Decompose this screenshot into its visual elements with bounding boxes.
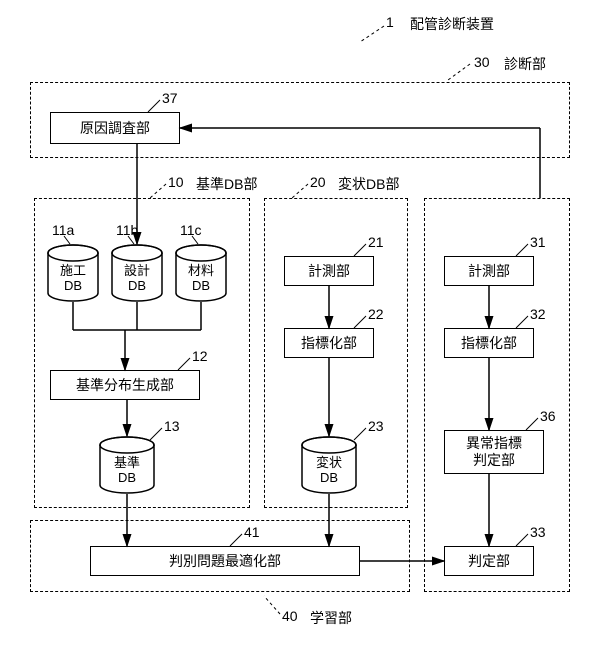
n12-num: 12 bbox=[192, 348, 208, 364]
node-cause-investigation: 原因調査部 bbox=[50, 112, 180, 144]
group40-text: 学習部 bbox=[310, 608, 352, 628]
group10-num: 10 bbox=[168, 174, 184, 190]
db11a-num: 11a bbox=[52, 222, 74, 238]
group20-text: 変状DB部 bbox=[338, 174, 399, 194]
db11c-num: 11c bbox=[180, 222, 202, 238]
group10-text: 基準DB部 bbox=[196, 174, 257, 194]
node-judge: 判定部 bbox=[444, 546, 534, 576]
node-discrim-opt: 判別問題最適化部 bbox=[90, 546, 360, 576]
group40-num: 40 bbox=[282, 608, 298, 624]
node-abnormal-index-judge: 異常指標 判定部 bbox=[444, 430, 544, 474]
n41-num: 41 bbox=[244, 524, 260, 540]
n33-num: 33 bbox=[530, 524, 546, 540]
node-ref-dist-gen: 基準分布生成部 bbox=[50, 370, 200, 400]
db-material: 材料 DB bbox=[174, 244, 228, 302]
n22-num: 22 bbox=[368, 306, 384, 322]
db-deformation: 変状 DB bbox=[300, 436, 358, 494]
n31-num: 31 bbox=[530, 234, 546, 250]
db-reference: 基準 DB bbox=[98, 436, 156, 494]
n21-num: 21 bbox=[368, 234, 384, 250]
db-construction: 施工 DB bbox=[46, 244, 100, 302]
node-measure-30: 計測部 bbox=[444, 256, 534, 286]
n37-num: 37 bbox=[162, 90, 178, 106]
n36-num: 36 bbox=[540, 408, 556, 424]
node-measure-20: 計測部 bbox=[284, 256, 374, 286]
node-index-20: 指標化部 bbox=[284, 328, 374, 358]
title-num: 1 bbox=[386, 14, 394, 30]
group30-num: 30 bbox=[474, 54, 490, 70]
db23-num: 23 bbox=[368, 418, 384, 434]
n32-num: 32 bbox=[530, 306, 546, 322]
db11b-num: 11b bbox=[116, 222, 138, 238]
group20-num: 20 bbox=[310, 174, 326, 190]
title-text: 配管診断装置 bbox=[410, 14, 494, 34]
db13-num: 13 bbox=[164, 418, 180, 434]
node-index-30: 指標化部 bbox=[444, 328, 534, 358]
group30-text: 診断部 bbox=[504, 54, 546, 74]
db-design: 設計 DB bbox=[110, 244, 164, 302]
